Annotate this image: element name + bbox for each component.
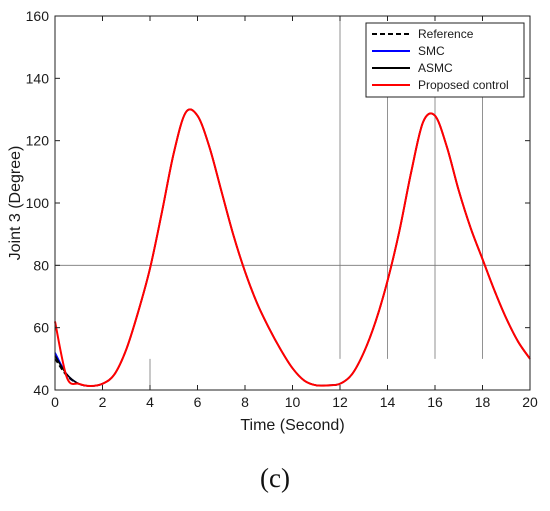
annotation-lines xyxy=(55,16,530,390)
axis-ticks: 0 2 4 6 8 10 12 14 16 18 20 40 60 80 100 120 140 160 xyxy=(26,8,538,410)
panel-label: (c) xyxy=(260,463,290,493)
x-tick-label: 12 xyxy=(332,394,348,410)
x-tick-label: 0 xyxy=(51,394,59,410)
x-tick-label: 14 xyxy=(380,394,396,410)
x-tick-label: 2 xyxy=(99,394,107,410)
x-tick-label: 6 xyxy=(194,394,202,410)
y-tick-label: 160 xyxy=(26,8,50,24)
y-tick-label: 60 xyxy=(33,320,49,336)
y-tick-label: 80 xyxy=(33,257,49,273)
legend: Reference SMC ASMC Proposed control xyxy=(365,22,525,98)
x-tick-label: 16 xyxy=(427,394,443,410)
x-tick-label: 4 xyxy=(146,394,154,410)
x-tick-label: 20 xyxy=(522,394,538,410)
legend-label-smc: SMC xyxy=(418,44,445,58)
y-tick-label: 40 xyxy=(33,382,49,398)
legend-label-proposed-control: Proposed control xyxy=(418,78,509,92)
series-line-asmc xyxy=(54,108,531,387)
y-axis-label: Joint 3 (Degree) xyxy=(7,146,24,261)
legend-label-reference: Reference xyxy=(418,27,474,41)
y-tick-label: 140 xyxy=(26,70,50,86)
legend-label-asmc: ASMC xyxy=(418,61,453,75)
series-line-proposed-control xyxy=(54,108,531,387)
x-axis-label: Time (Second) xyxy=(240,417,344,434)
series-line-smc xyxy=(54,108,531,387)
x-tick-label: 10 xyxy=(285,394,301,410)
series-lines xyxy=(54,108,531,387)
x-tick-label: 18 xyxy=(475,394,491,410)
x-tick-label: 8 xyxy=(241,394,249,410)
y-tick-label: 100 xyxy=(26,195,50,211)
y-tick-label: 120 xyxy=(26,133,50,149)
series-line-reference xyxy=(54,108,531,387)
legend-box xyxy=(365,22,525,98)
